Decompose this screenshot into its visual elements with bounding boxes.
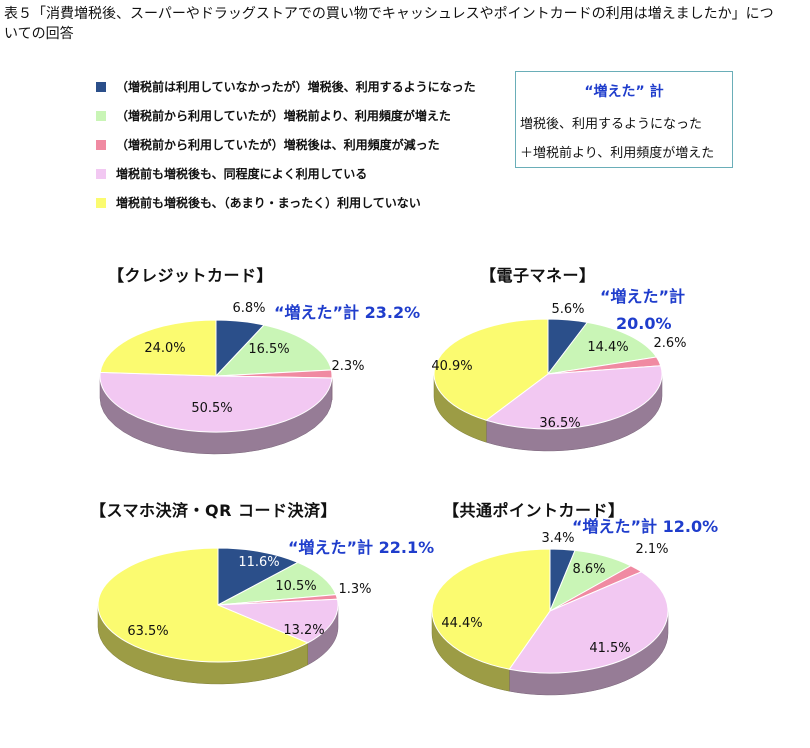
page-title: 表５「消費増税後、スーパーやドラッグストアでの買い物でキャッシュレスやポイントカ…	[4, 6, 774, 42]
chart-title-qr-payment: 【スマホ決済・QR コード決済】	[90, 501, 338, 520]
pie-value-label: 5.6%	[551, 302, 584, 317]
chart-title-credit-card: 【クレジットカード】	[108, 266, 274, 285]
increase-total-label: “増えた”計 12.0%	[572, 517, 718, 536]
pie-chart: 3.4% 8.6% 2.1% 41.5% 44.4% “増えた”計 12.0%	[431, 517, 718, 696]
pie-value-label: 44.4%	[441, 616, 482, 631]
legend-label: 増税前も増税後も、同程度によく利用している	[116, 167, 368, 181]
pie-value-label: 2.3%	[331, 359, 364, 374]
summary-line-1: 増税後、利用するようになった	[520, 117, 703, 132]
increase-total-label: “増えた”計 22.1%	[288, 538, 434, 557]
pie-value-label: 36.5%	[539, 416, 580, 431]
pie-value-label: 2.1%	[635, 542, 668, 557]
legend-label: （増税前から利用していたが）増税後は、利用頻度が減った	[116, 138, 440, 152]
pie-slice	[217, 561, 337, 606]
legend-label: （増税前から利用していたが）増税前より、利用頻度が増えた	[116, 109, 451, 123]
summary-line-2: ＋増税前より、利用頻度が増えた	[520, 146, 715, 161]
legend-label: （増税前は利用していなかったが）増税後、利用するようになった	[116, 80, 476, 94]
pie-slice	[217, 598, 339, 644]
legend-swatch	[96, 140, 106, 150]
increase-total-label: “増えた”計	[600, 287, 685, 306]
chart-title-point-card: 【共通ポイントカード】	[443, 501, 625, 520]
pie-value-label: 14.4%	[587, 340, 628, 355]
pie-value-label: 2.6%	[653, 336, 686, 351]
pie-slice	[508, 571, 669, 674]
pie-value-label: 3.4%	[541, 531, 574, 546]
pie-slice	[99, 319, 217, 377]
pie-value-label: 40.9%	[431, 359, 472, 374]
pie-value-label: 41.5%	[589, 641, 630, 656]
legend-swatch	[96, 111, 106, 121]
pie-value-label: 16.5%	[248, 342, 289, 357]
pie-slice	[99, 371, 333, 433]
pie-slice	[214, 324, 332, 377]
pie-slice	[217, 547, 300, 606]
pie-chart: 11.6% 10.5% 1.3% 13.2% 63.5% “増えた”計 22.1%	[97, 538, 434, 685]
pie-chart: 6.8% 16.5% 2.3% 50.5% 24.0% “増えた”計 23.2%	[99, 301, 420, 455]
pie-value-label: 24.0%	[144, 341, 185, 356]
pie-chart: 5.6% 14.4% 2.6% 36.5% 40.9% “増えた”計 20.0%	[431, 287, 687, 452]
pie-value-label: 50.5%	[191, 401, 232, 416]
pie-value-label: 63.5%	[127, 624, 168, 639]
pie-slice	[433, 318, 549, 421]
pie-slice	[431, 548, 551, 670]
pie-value-label: 8.6%	[572, 562, 605, 577]
legend-label: 増税前も増税後も、（あまり・まったく）利用していない	[116, 196, 421, 210]
legend-swatch	[96, 82, 106, 92]
pie-value-label: 11.6%	[238, 555, 279, 570]
legend-swatch	[96, 169, 106, 179]
legend-swatch	[96, 198, 106, 208]
pie-value-label: 6.8%	[232, 301, 265, 316]
pie-slice	[485, 365, 663, 430]
summary-title: “増えた” 計	[584, 84, 664, 100]
pie-slice	[97, 547, 309, 663]
pie-value-label: 10.5%	[275, 579, 316, 594]
increase-total-label: “増えた”計 23.2%	[274, 303, 420, 322]
summary-box: “増えた” 計 増税後、利用するようになった ＋増税前より、利用頻度が増えた	[515, 71, 733, 168]
pie-value-label: 1.3%	[338, 582, 371, 597]
pie-value-label: 13.2%	[283, 623, 324, 638]
increase-total-label: 20.0%	[616, 314, 672, 333]
chart-title-e-money: 【電子マネー】	[480, 266, 596, 285]
